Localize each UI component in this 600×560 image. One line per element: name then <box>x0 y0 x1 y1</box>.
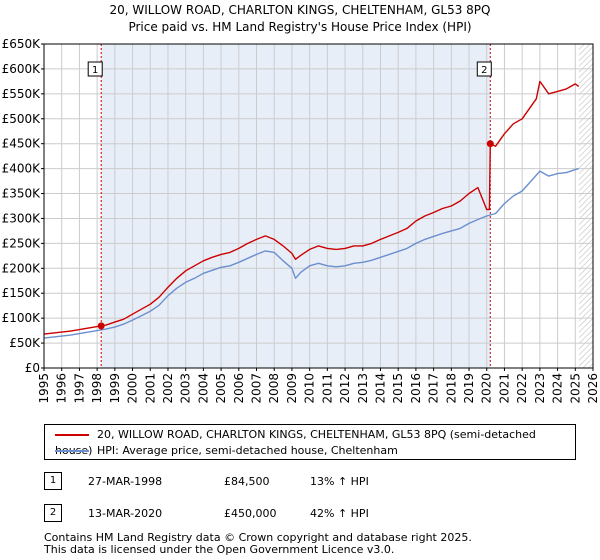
y-tick-label: £400K <box>2 162 42 176</box>
y-tick-label: £100K <box>2 311 42 325</box>
hpi-line <box>43 167 579 339</box>
price-chart: 1 2 £0 £50K £100K £150K £200K £250K £300K £350K £… <box>2 37 600 404</box>
y-tick-label: £450K <box>2 137 42 151</box>
x-tick-label: 2026 <box>586 373 600 404</box>
x-tick-label: 1995 <box>37 373 51 404</box>
footer: Contains HM Land Registry data © Crown c… <box>44 532 472 556</box>
x-tick-label: 2010 <box>303 373 317 404</box>
y-tick-label: £0 <box>25 361 40 375</box>
x-tick-label: 2016 <box>409 373 423 404</box>
sale-number-badge: 1 <box>44 472 62 490</box>
x-tick-label: 2014 <box>373 373 387 404</box>
x-tick-label: 1998 <box>90 373 104 404</box>
x-tick-label: 2012 <box>338 373 352 404</box>
x-tick-label: 2005 <box>214 373 228 404</box>
y-tick-label: £350K <box>2 187 42 201</box>
chart-title-line1: 20, WILLOW ROAD, CHARLTON KINGS, CHELTEN… <box>109 3 491 17</box>
x-tick-label: 2008 <box>267 373 281 404</box>
footer-copyright: Contains HM Land Registry data © Crown c… <box>44 531 472 544</box>
y-tick-label: £300K <box>2 211 42 225</box>
y-tick-label: £50K <box>9 336 41 350</box>
x-tick-label: 1996 <box>55 373 69 404</box>
x-tick-label: 1997 <box>72 373 86 404</box>
y-tick-label: £500K <box>2 112 42 126</box>
sale-price: £84,500 <box>224 475 270 488</box>
plot-frame <box>43 43 594 369</box>
x-tick-label: 2013 <box>356 373 370 404</box>
x-tick-label: 2004 <box>196 373 210 404</box>
sale-marker-label: 2 <box>481 65 487 76</box>
x-tick-label: 2021 <box>497 373 511 404</box>
legend-hpi-label: HPI: Average price, semi-detached house,… <box>97 444 398 457</box>
x-tick-label: 2001 <box>143 373 157 404</box>
x-tick-label: 2023 <box>533 373 547 404</box>
x-tick-label: 2009 <box>285 373 299 404</box>
sale-point <box>486 140 494 148</box>
sale-date: 27-MAR-1998 <box>88 475 163 488</box>
sale-date: 13-MAR-2020 <box>88 507 163 520</box>
sale-hpi-change: 42% ↑ HPI <box>310 507 369 520</box>
legend-property-swatch <box>55 434 89 436</box>
y-tick-label: £200K <box>2 261 42 275</box>
sale-number-badge: 2 <box>44 504 62 522</box>
y-tick-label: £550K <box>2 87 42 101</box>
x-tick-label: 2018 <box>444 373 458 404</box>
x-tick-label: 2011 <box>320 373 334 404</box>
x-tick-label: 2002 <box>161 373 175 404</box>
x-tick-label: 2022 <box>515 373 529 404</box>
x-tick-label: 2017 <box>427 373 441 404</box>
forecast-hatch <box>578 44 593 368</box>
x-tick-label: 2006 <box>232 373 246 404</box>
y-tick-label: £150K <box>2 286 42 300</box>
sale-point <box>97 322 105 330</box>
y-tick-label: £650K <box>2 37 42 51</box>
y-tick-label: £600K <box>2 62 42 76</box>
property-price-line <box>43 80 580 335</box>
x-tick-label: 2019 <box>462 373 476 404</box>
legend-item-property: 20, WILLOW ROAD, CHARLTON KINGS, CHELTEN… <box>55 427 575 457</box>
x-tick-label: 2003 <box>179 373 193 404</box>
x-tick-label: 2007 <box>250 373 264 404</box>
x-tick-label: 2020 <box>480 373 494 404</box>
sale-hpi-change: 13% ↑ HPI <box>310 475 369 488</box>
x-tick-label: 2015 <box>391 373 405 404</box>
sale-price: £450,000 <box>224 507 277 520</box>
ownership-shade <box>101 44 491 368</box>
legend: 20, WILLOW ROAD, CHARLTON KINGS, CHELTEN… <box>44 424 576 460</box>
legend-property-label: 20, WILLOW ROAD, CHARLTON KINGS, CHELTEN… <box>55 428 536 457</box>
legend-item-hpi: HPI: Average price, semi-detached house,… <box>55 443 398 459</box>
x-tick-label: 1999 <box>108 373 122 404</box>
x-tick-label: 2025 <box>568 373 582 404</box>
sale-marker-box <box>476 61 492 77</box>
sale-marker-box <box>87 61 103 77</box>
x-tick-label: 2024 <box>551 373 565 404</box>
y-tick-label: £250K <box>2 236 42 250</box>
chart-title-line2: Price paid vs. HM Land Registry's House … <box>128 20 472 34</box>
footer-licence: This data is licensed under the Open Gov… <box>44 543 395 556</box>
x-tick-label: 2000 <box>126 373 140 404</box>
sale-marker-label: 1 <box>92 65 98 76</box>
legend-hpi-swatch <box>55 450 89 452</box>
